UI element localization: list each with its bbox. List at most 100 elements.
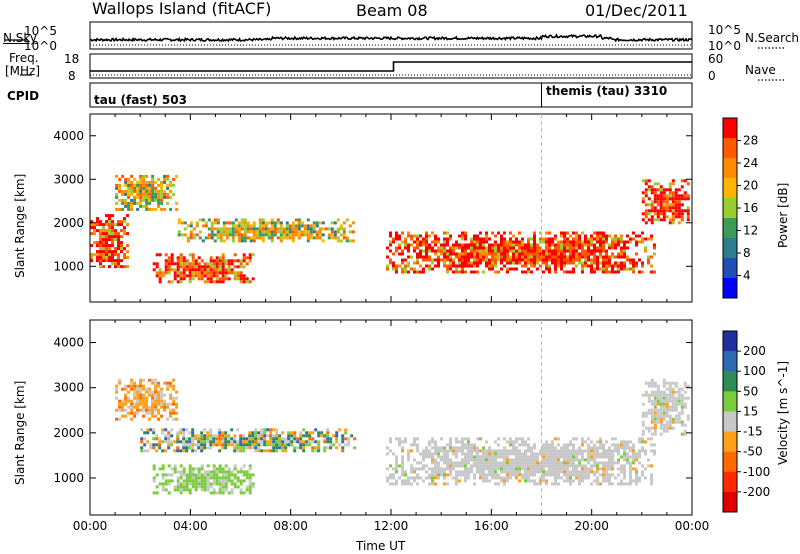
echo-cell [108, 256, 111, 260]
echo-cell [185, 482, 189, 486]
echo-cell [152, 467, 156, 471]
echo-cell [126, 232, 129, 236]
echo-cell [569, 252, 572, 256]
echo-cell [105, 232, 108, 236]
echo-cell [261, 236, 265, 240]
echo-cell [206, 482, 210, 486]
echo-cell [578, 458, 581, 462]
echo-cell [608, 452, 611, 456]
echo-cell [347, 443, 351, 447]
echo-cell [554, 455, 557, 459]
echo-cell [527, 470, 530, 474]
echo-cell [497, 443, 500, 447]
echo-cell [311, 440, 315, 444]
echo-cell [623, 455, 626, 459]
echo-cell [413, 470, 416, 474]
echo-cell [452, 446, 455, 450]
echo-cell [629, 461, 632, 465]
echo-cell [491, 476, 494, 480]
echo-cell [200, 482, 204, 486]
echo-cell [563, 249, 566, 253]
echo-cell [170, 473, 174, 477]
echo-cell [608, 482, 611, 486]
echo-cell [425, 258, 428, 262]
echo-cell [188, 473, 192, 477]
echo-cell [656, 212, 660, 216]
echo-cell [635, 476, 638, 480]
echo-cell [650, 443, 653, 447]
echo-cell [209, 440, 213, 444]
echo-cell [467, 440, 470, 444]
echo-cell [222, 221, 226, 225]
echo-cell [90, 256, 93, 260]
echo-cell [470, 261, 473, 265]
echo-cell [584, 467, 587, 471]
echo-cell [530, 252, 533, 256]
echo-cell [524, 458, 527, 462]
echo-cell [605, 467, 608, 471]
echo-cell [449, 255, 452, 259]
echo-cell [488, 455, 491, 459]
echo-cell [239, 449, 243, 453]
echo-cell [473, 449, 476, 453]
echo-cell [169, 411, 173, 415]
echo-cell [542, 443, 545, 447]
echo-cell [407, 479, 410, 483]
echo-cell [566, 452, 569, 456]
echo-cell [191, 431, 195, 435]
echo-cell [188, 488, 192, 492]
echo-cell [228, 233, 232, 237]
echo-cell [524, 461, 527, 465]
echo-cell [494, 249, 497, 253]
echo-cell [629, 476, 632, 480]
echo-cell [182, 434, 186, 438]
echo-cell [206, 464, 210, 468]
echo-cell [212, 443, 216, 447]
nave-tick-top: 60 [708, 52, 724, 66]
echo-cell [227, 265, 231, 269]
echo-cell [154, 186, 158, 190]
echo-cell [527, 437, 530, 441]
echo-cell [210, 233, 214, 237]
echo-cell [623, 255, 626, 259]
echo-cell [221, 440, 225, 444]
echo-cell [494, 470, 497, 474]
echo-cell [647, 188, 651, 192]
echo-cell [428, 264, 431, 268]
echo-cell [108, 232, 111, 236]
echo-cell [169, 195, 173, 199]
echo-cell [151, 207, 155, 211]
echo-cell [99, 256, 102, 260]
echo-cell [587, 458, 590, 462]
echo-cell [251, 440, 255, 444]
echo-cell [641, 446, 644, 450]
echo-cell [482, 246, 485, 250]
echo-cell [332, 443, 336, 447]
echo-cell [650, 185, 654, 189]
echo-cell [209, 265, 213, 269]
echo-cell [317, 431, 321, 435]
echo-cell [428, 476, 431, 480]
echo-cell [288, 227, 292, 231]
echo-cell [342, 230, 346, 234]
echo-cell [629, 240, 632, 244]
echo-cell [145, 189, 149, 193]
echo-cell [335, 446, 339, 450]
echo-cell [425, 246, 428, 250]
echo-cell [209, 434, 213, 438]
echo-cell [255, 233, 259, 237]
echo-cell [551, 473, 554, 477]
echo-cell [569, 258, 572, 262]
echo-cell [536, 470, 539, 474]
echo-cell [599, 237, 602, 241]
echo-cell [608, 467, 611, 471]
echo-cell [197, 268, 201, 272]
echo-cell [521, 476, 524, 480]
echo-cell [160, 201, 164, 205]
echo-cell [596, 267, 599, 271]
echo-cell [416, 446, 419, 450]
echo-cell [194, 443, 198, 447]
echo-cell [470, 446, 473, 450]
echo-cell [557, 449, 560, 453]
echo-cell [509, 452, 512, 456]
